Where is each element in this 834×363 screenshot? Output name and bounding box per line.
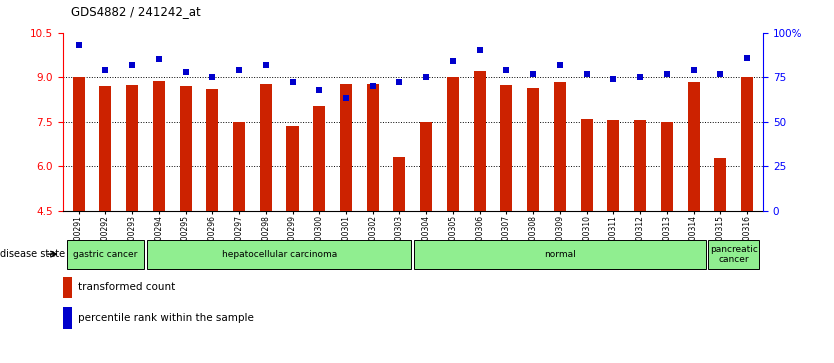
Bar [607, 120, 620, 211]
Text: percentile rank within the sample: percentile rank within the sample [78, 313, 254, 323]
Point [178, 69, 192, 75]
Point [286, 79, 299, 85]
Bar [554, 82, 566, 211]
Text: hepatocellular carcinoma: hepatocellular carcinoma [222, 250, 337, 259]
Point [500, 67, 513, 73]
Text: gastric cancer: gastric cancer [73, 250, 138, 259]
Bar [63, 307, 72, 329]
Text: transformed count: transformed count [78, 282, 175, 292]
Text: pancreatic
cancer: pancreatic cancer [710, 245, 757, 264]
Point [606, 76, 620, 82]
Point [366, 83, 379, 89]
Bar [474, 71, 485, 211]
Bar [73, 77, 84, 211]
Point [313, 87, 326, 93]
Bar [259, 83, 272, 211]
Text: disease state: disease state [0, 249, 65, 259]
Bar [687, 82, 700, 211]
Text: GDS4882 / 241242_at: GDS4882 / 241242_at [71, 5, 201, 18]
Point [233, 67, 246, 73]
Bar [63, 277, 72, 298]
Bar [314, 106, 325, 211]
Bar [233, 122, 245, 211]
Bar [67, 240, 144, 269]
Bar [287, 126, 299, 211]
Point [339, 95, 353, 101]
Point [393, 79, 406, 85]
Text: normal: normal [544, 250, 575, 259]
Bar [99, 86, 112, 211]
Point [526, 71, 540, 77]
Bar [206, 89, 219, 211]
Bar [708, 240, 759, 269]
Bar [741, 77, 753, 211]
Point [98, 67, 112, 73]
Point [661, 71, 674, 77]
Bar [414, 240, 706, 269]
Bar [661, 122, 673, 211]
Point [72, 42, 85, 48]
Point [446, 58, 460, 64]
Bar [367, 83, 379, 211]
Point [714, 71, 727, 77]
Bar [394, 156, 405, 211]
Point [580, 71, 593, 77]
Bar [580, 119, 593, 211]
Point [634, 74, 647, 80]
Bar [126, 85, 138, 211]
Point [125, 62, 138, 68]
Bar [420, 122, 432, 211]
Point [473, 48, 486, 53]
Point [420, 74, 433, 80]
Bar [714, 158, 726, 211]
Point [259, 62, 273, 68]
Bar [447, 77, 459, 211]
Bar [340, 83, 352, 211]
Bar [153, 81, 165, 211]
Point [741, 55, 754, 61]
Point [152, 56, 165, 62]
Bar [527, 87, 539, 211]
Point [553, 62, 566, 68]
Bar [147, 240, 411, 269]
Point [206, 74, 219, 80]
Bar [500, 85, 512, 211]
Bar [179, 86, 192, 211]
Bar [634, 120, 646, 211]
Point [687, 67, 701, 73]
